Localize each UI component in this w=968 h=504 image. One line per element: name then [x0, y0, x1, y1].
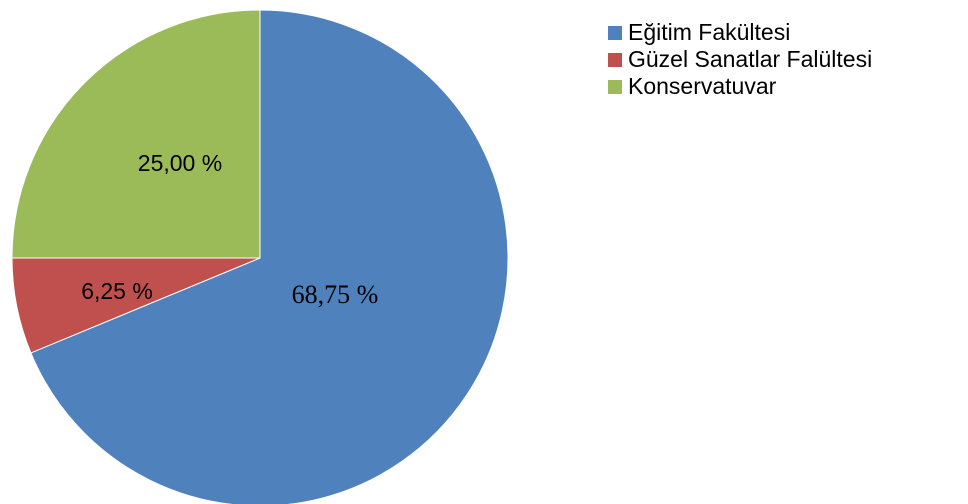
legend-swatch — [608, 53, 622, 67]
legend-label: Konservatuvar — [628, 73, 777, 99]
legend-swatch — [608, 80, 622, 94]
pie-slice — [30, 9, 509, 504]
data-label-box: 68,75 % — [291, 280, 379, 309]
data-label: 25,00 % — [138, 150, 222, 176]
data-label: 68,75 % — [291, 280, 379, 309]
legend-swatch — [608, 26, 622, 40]
legend-label: Eğitim Fakültesi — [628, 19, 790, 45]
data-label: 6,25 % — [81, 278, 153, 304]
legend-label: Güzel Sanatlar Falültesi — [628, 46, 872, 72]
pie-slice — [11, 9, 261, 259]
